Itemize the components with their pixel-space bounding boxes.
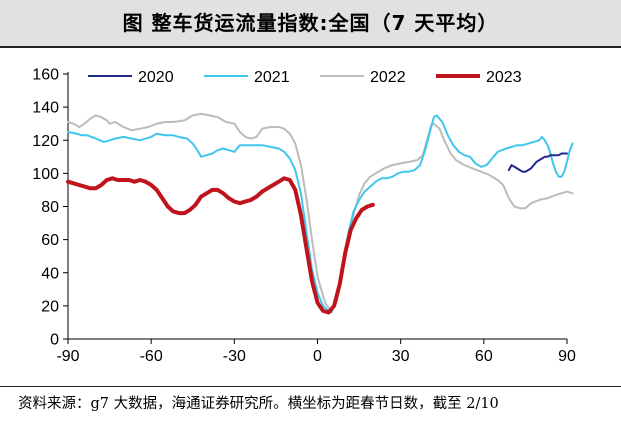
line-chart: 0 20 40 60 80 100 120 140 160 -90 -60 -30 0 30 60 90 20… [32, 67, 576, 366]
y-tick-label: 120 [32, 133, 59, 150]
y-tick-label: 80 [41, 199, 59, 216]
axes: 0 20 40 60 80 100 120 140 160 -90 -60 -30 0 30 60 90 [32, 67, 576, 366]
y-tick-label: 100 [32, 166, 59, 183]
x-tick-label: 60 [475, 348, 493, 365]
x-tick-label: 0 [313, 348, 322, 365]
chart-title: 图 整车货运流量指数:全国（7 天平均） [122, 11, 499, 35]
y-tick-label: 0 [50, 332, 59, 349]
series-line-2022 [67, 112, 574, 311]
x-tick-label: -60 [140, 348, 163, 365]
y-tick-label: 60 [41, 232, 59, 249]
footer-divider [0, 386, 621, 387]
legend-label-2023: 2023 [486, 69, 522, 86]
series-line-2023 [66, 176, 375, 315]
legend-label-2020: 2020 [138, 69, 174, 86]
title-divider [0, 46, 621, 48]
y-tick-label: 40 [41, 265, 59, 282]
y-tick-label: 20 [41, 298, 59, 315]
series-line-2020 [507, 152, 568, 173]
y-tick-label: 160 [32, 67, 59, 84]
x-tick-label: -90 [56, 348, 79, 365]
series-layer [66, 112, 574, 315]
legend: 2020 2021 2022 2023 [88, 69, 522, 86]
x-tick-label: -30 [223, 348, 246, 365]
source-note: 资料来源：g7 大数据，海通证券研究所。横坐标为距春节日数，截至 2/10 [18, 396, 499, 412]
y-tick-label: 140 [32, 100, 59, 117]
x-tick-label: 30 [392, 348, 410, 365]
x-tick-label: 90 [558, 348, 576, 365]
legend-label-2022: 2022 [370, 69, 406, 86]
legend-label-2021: 2021 [254, 69, 290, 86]
series-line-2021 [67, 114, 574, 314]
title-band [0, 0, 621, 46]
